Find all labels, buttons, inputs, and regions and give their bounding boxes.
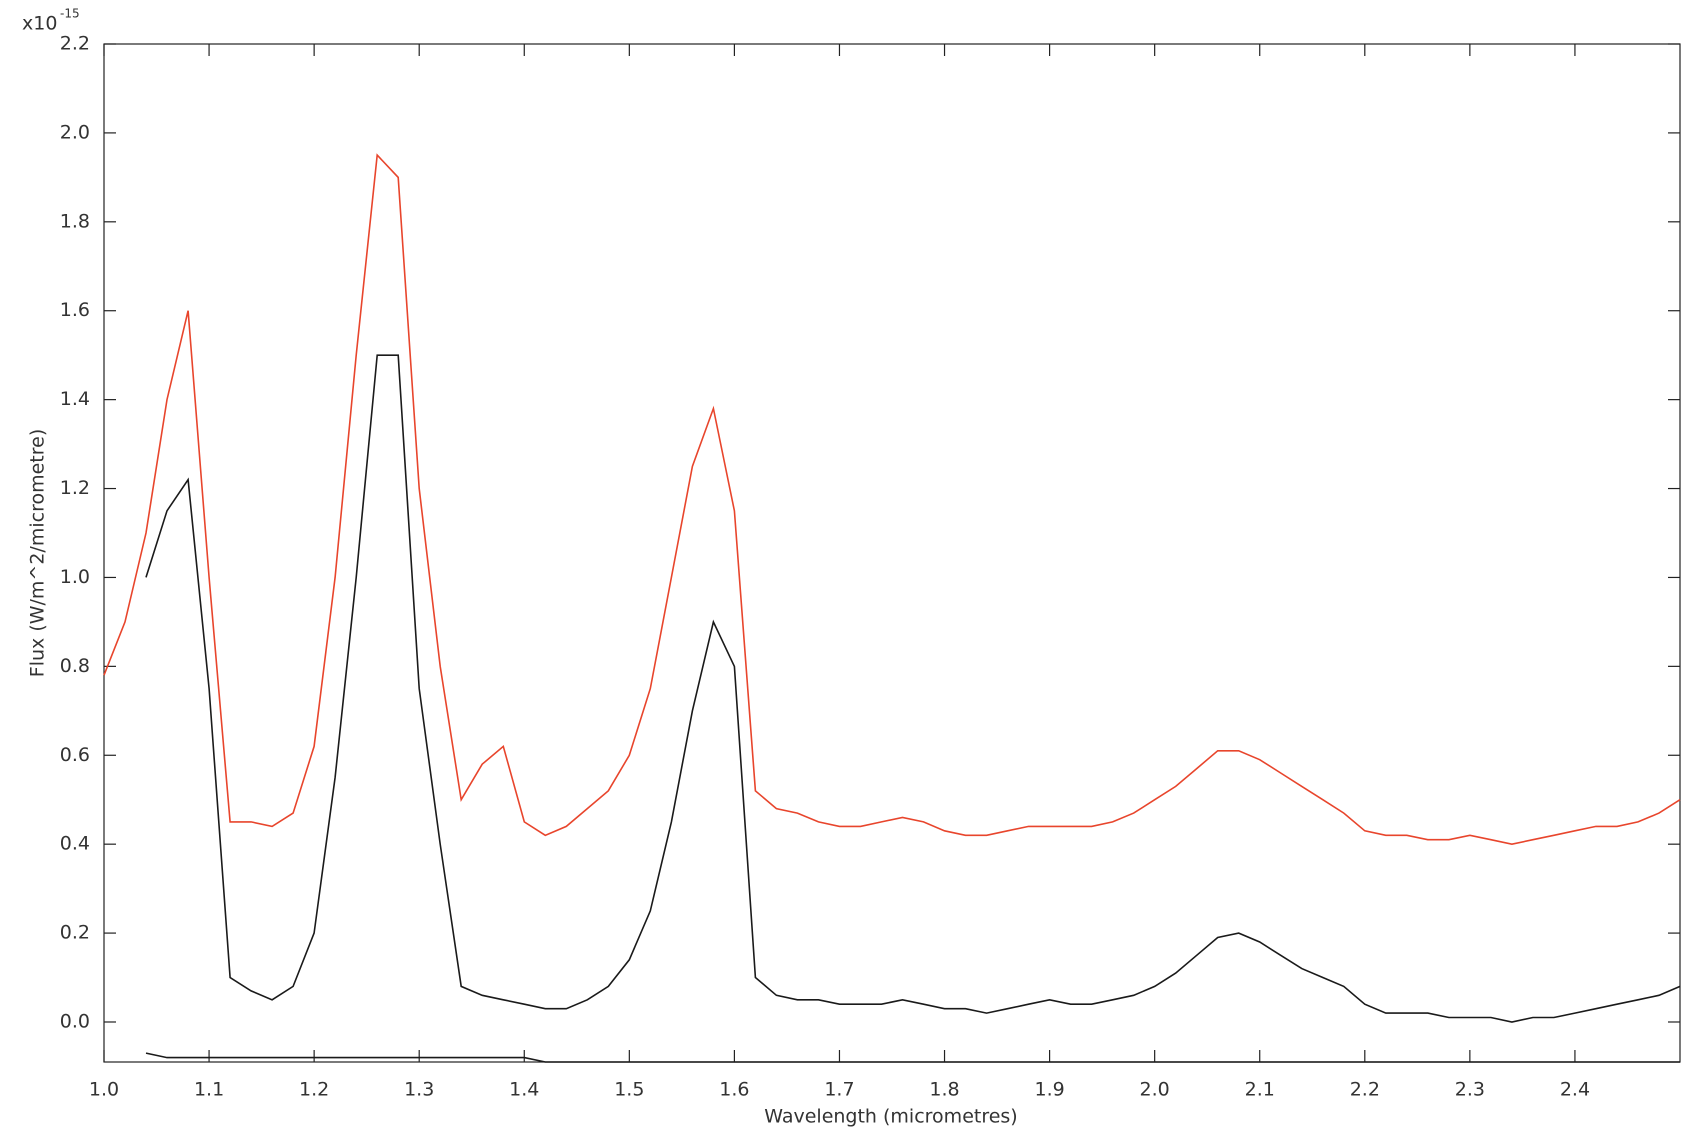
multiplier-exponent: -15 <box>60 7 80 21</box>
spectrum-line <box>145 1052 1680 1063</box>
y-tick-label: 1.4 <box>60 388 90 410</box>
y-tick-label: 0.6 <box>60 744 90 766</box>
y-tick-label: 1.6 <box>60 299 90 321</box>
x-tick-label: 2.0 <box>1140 1079 1170 1101</box>
y-tick-label: 0.2 <box>60 922 90 944</box>
x-tick-label: 2.3 <box>1455 1079 1485 1101</box>
y-tick-label: 2.0 <box>60 121 90 143</box>
x-tick-label: 1.7 <box>824 1079 854 1101</box>
y-tick-label: 0.0 <box>60 1010 90 1032</box>
x-tick-label: 1.2 <box>299 1079 329 1101</box>
plot-frame <box>103 43 1681 1063</box>
y-axis-title: Flux (W/m^2/micrometre) <box>27 429 49 677</box>
x-tick-label: 1.6 <box>719 1079 749 1101</box>
spectrum-line <box>103 153 1681 846</box>
x-tick-label: 1.1 <box>194 1079 224 1101</box>
x-tick-label: 1.5 <box>614 1079 644 1101</box>
x-tick-label: 1.3 <box>404 1079 434 1101</box>
y-tick-label: 2.2 <box>60 33 90 55</box>
y-tick-label: 1.2 <box>60 477 90 499</box>
x-axis-title: Wavelength (micrometres) <box>764 1106 1017 1128</box>
y-tick-label: 0.8 <box>60 655 90 677</box>
x-tick-label: 1.4 <box>509 1079 539 1101</box>
x-tick-label: 1.8 <box>929 1079 959 1101</box>
x-tick-label: 2.4 <box>1560 1079 1590 1101</box>
x-tick-label: 1.9 <box>1034 1079 1064 1101</box>
x-tick-label: 2.1 <box>1245 1079 1275 1101</box>
multiplier-base: x10 <box>22 13 57 35</box>
x-tick-label: 1.0 <box>89 1079 119 1101</box>
y-tick-label: 1.0 <box>60 566 90 588</box>
x-tick-label: 2.2 <box>1350 1079 1380 1101</box>
y-tick-label: 1.8 <box>60 210 90 232</box>
spectrum-line <box>145 354 1681 1023</box>
y-tick-label: 0.4 <box>60 833 90 855</box>
